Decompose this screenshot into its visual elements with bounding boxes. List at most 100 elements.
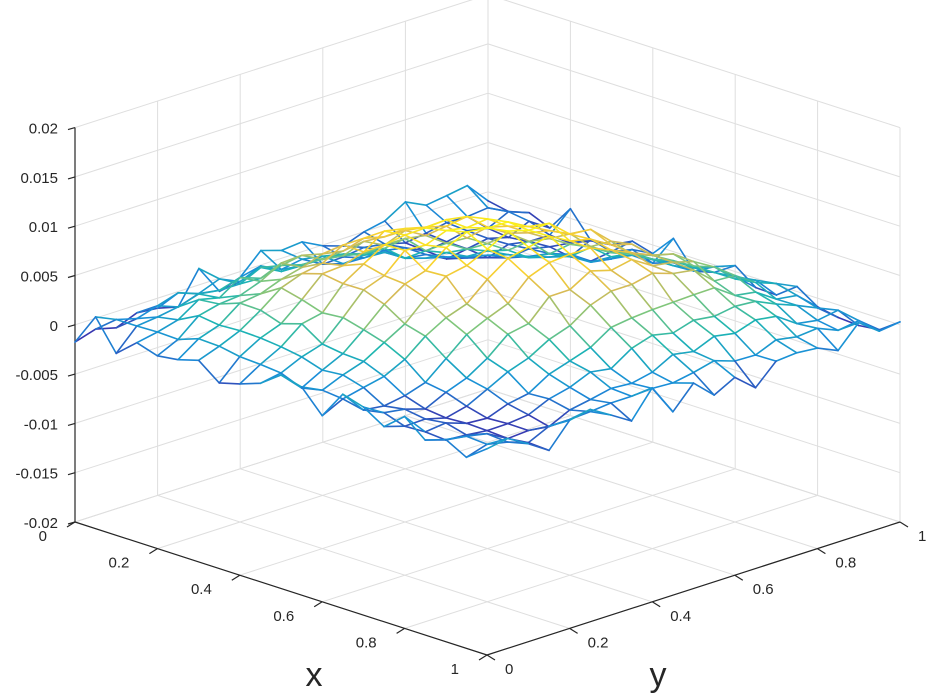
mesh-edge <box>280 345 303 358</box>
mesh-edge <box>444 438 468 459</box>
wall-right-hgrid-7 <box>487 43 901 178</box>
mesh-edge <box>795 335 819 349</box>
mesh-edge <box>383 244 406 252</box>
mesh-edge <box>651 301 674 311</box>
mesh-edge <box>465 302 489 320</box>
mesh-edge <box>136 304 159 314</box>
mesh-edge <box>610 395 633 404</box>
mesh-edge <box>527 276 551 298</box>
mesh-edge <box>548 409 571 428</box>
mesh-edge <box>321 244 344 265</box>
mesh-edge <box>465 447 488 459</box>
mesh-edge <box>589 238 613 251</box>
mesh-edge <box>445 218 468 229</box>
mesh-edge <box>672 319 695 334</box>
z-tick-label-0: -0.02 <box>24 515 58 532</box>
mesh-edge <box>218 329 241 348</box>
mesh-edge <box>94 318 118 330</box>
mesh-edge <box>610 382 633 390</box>
mesh-edge <box>465 333 489 360</box>
mesh-edge <box>362 386 385 407</box>
mesh-edge <box>197 314 221 326</box>
mesh-edge <box>466 227 489 233</box>
mesh-edge <box>362 230 386 253</box>
mesh-edge <box>342 352 365 363</box>
mesh-edge <box>383 411 406 428</box>
y-tick-5 <box>899 521 909 528</box>
mesh-edge <box>569 228 592 235</box>
mesh-edge <box>445 248 468 254</box>
mesh-edge <box>589 269 613 272</box>
mesh-edge <box>713 264 737 274</box>
mesh-edge <box>506 429 530 440</box>
mesh-edge <box>424 316 447 338</box>
mesh-edge <box>589 398 612 404</box>
y-tick-3 <box>734 574 744 581</box>
mesh-edge <box>445 377 468 394</box>
mesh-edge <box>589 326 612 349</box>
mesh-edge <box>466 231 489 250</box>
mesh-edge <box>527 246 551 264</box>
mesh-edge <box>94 326 118 330</box>
mesh-edge <box>672 350 695 356</box>
mesh-edge <box>177 314 200 341</box>
mesh-edge <box>445 275 468 305</box>
mesh-edge <box>775 351 798 362</box>
mesh-edge <box>486 242 510 251</box>
mesh-edge <box>404 244 427 252</box>
mesh-edge <box>795 347 819 354</box>
z-tick-8 <box>67 127 76 131</box>
mesh-edge <box>486 221 509 229</box>
mesh-edge <box>218 355 241 384</box>
mesh-edge <box>528 240 551 255</box>
mesh-edge <box>74 316 97 343</box>
mesh-edge <box>816 347 839 352</box>
mesh-edge <box>383 375 406 397</box>
wall-left-hgrid-1 <box>74 339 489 474</box>
mesh-edge <box>239 249 262 279</box>
mesh-edge <box>733 376 757 389</box>
mesh-edge <box>239 382 262 385</box>
mesh-edge <box>362 244 386 265</box>
z-tick-label-2: -0.01 <box>24 416 58 433</box>
mesh-edge <box>672 261 695 271</box>
mesh-edge <box>218 324 241 332</box>
mesh-edge <box>383 230 406 236</box>
wall-right-hgrid-8 <box>503 0 901 129</box>
mesh-edge <box>487 200 510 213</box>
mesh-edge <box>775 298 798 307</box>
wall-left-hgrid-3 <box>74 240 489 375</box>
mesh-edge <box>259 286 283 312</box>
mesh-edge <box>630 386 654 422</box>
mesh-edge <box>177 298 200 308</box>
mesh-edge <box>280 322 303 348</box>
mesh-edge <box>404 227 427 236</box>
mesh-edge <box>403 394 427 410</box>
mesh-edge <box>651 254 674 264</box>
mesh-edge <box>280 298 303 325</box>
mesh-edge <box>445 194 469 218</box>
mesh-edge <box>259 286 283 295</box>
mesh-edge <box>383 303 406 325</box>
mesh-edge <box>198 298 221 305</box>
mesh-edge <box>342 263 365 267</box>
mesh-edge <box>445 357 468 379</box>
mesh-edge <box>321 262 344 267</box>
mesh-edge <box>548 222 571 242</box>
mesh-edge <box>424 275 447 300</box>
mesh-edge <box>693 265 716 274</box>
mesh-edge <box>651 334 674 356</box>
y-tick-1 <box>569 627 578 634</box>
mesh-edge <box>156 318 179 333</box>
mesh-edge <box>527 357 550 376</box>
mesh-edge <box>837 321 860 332</box>
mesh-edge <box>404 227 427 230</box>
mesh-edge <box>486 257 509 281</box>
mesh-edge <box>548 419 571 428</box>
mesh-edge <box>424 218 448 229</box>
mesh-edge <box>527 322 551 341</box>
mesh-edge <box>197 337 221 348</box>
y-tick-4 <box>817 548 826 555</box>
y-axis-title: y <box>650 656 667 694</box>
mesh-edge <box>590 250 613 262</box>
